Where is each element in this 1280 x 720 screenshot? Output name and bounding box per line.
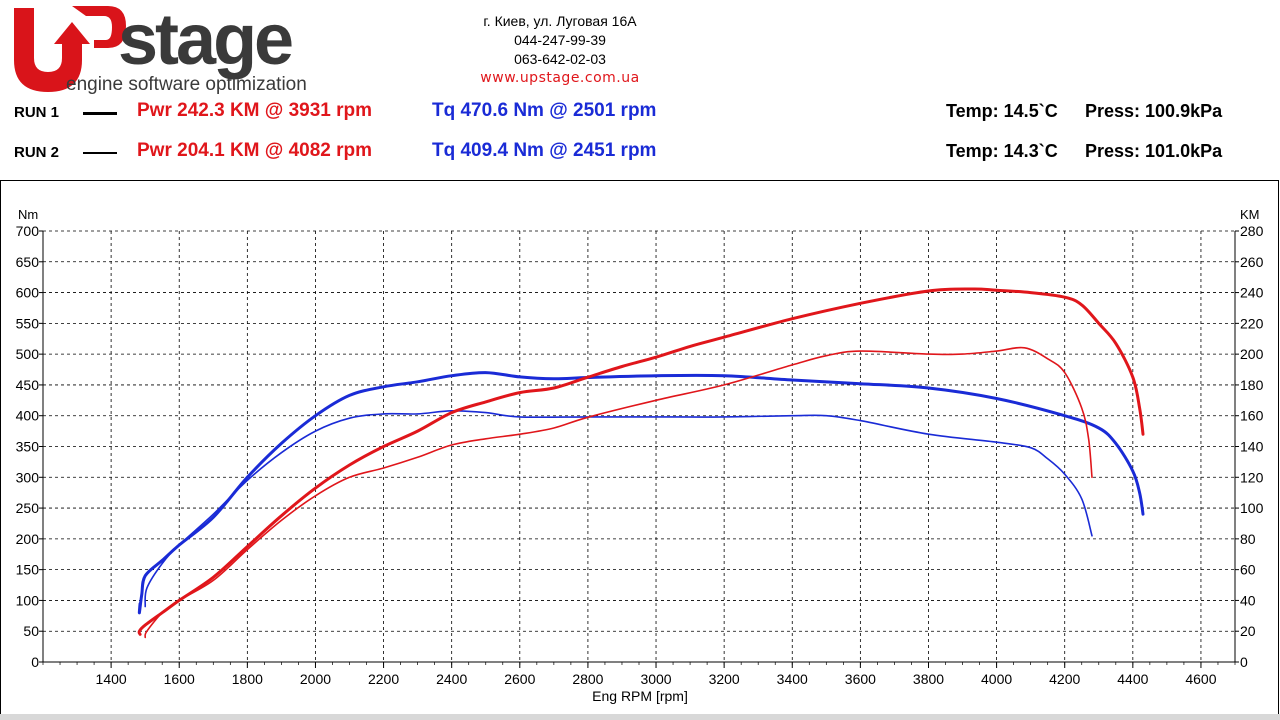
y-tick-label: 0 (31, 654, 39, 670)
x-tick-label: 4000 (981, 671, 1012, 687)
run-1-power: Pwr 242.3 KM @ 3931 rpm (137, 100, 373, 121)
power-run-2-line (144, 346, 1093, 639)
y-tick-label: 100 (16, 592, 40, 608)
y2-tick-label: 100 (1240, 500, 1264, 516)
contact-block: г. Киев, ул. Луговая 16А 044-247-99-39 0… (430, 12, 690, 88)
x-tick-label: 3400 (777, 671, 808, 687)
logo-tagline: engine software optimization (66, 74, 307, 95)
y2-tick-label: 60 (1240, 562, 1256, 578)
x-tick-label: 3200 (709, 671, 740, 687)
y-axis-label: Nm (18, 207, 38, 222)
logo-wordmark: stage (118, 0, 292, 80)
y2-tick-label: 140 (1240, 439, 1264, 455)
y2-tick-label: 0 (1240, 654, 1248, 670)
power-run-1-line (137, 287, 1145, 636)
run-1-line-swatch (83, 112, 117, 115)
x-tick-label: 2000 (300, 671, 331, 687)
y-tick-label: 550 (16, 315, 40, 331)
y-tick-label: 450 (16, 377, 40, 393)
y-tick-label: 300 (16, 469, 40, 485)
x-tick-label: 2400 (436, 671, 467, 687)
x-tick-label: 2600 (504, 671, 535, 687)
y-tick-label: 50 (23, 623, 39, 639)
y-tick-label: 400 (16, 408, 40, 424)
x-tick-label: 1400 (96, 671, 127, 687)
run-1-torque: Tq 470.6 Nm @ 2501 rpm (432, 100, 657, 121)
x-tick-label: 3800 (913, 671, 944, 687)
chart-axes: 0501001502002503003504004505005506006507… (16, 223, 1264, 687)
y-tick-label: 200 (16, 531, 40, 547)
y2-tick-label: 220 (1240, 315, 1264, 331)
y-tick-label: 700 (16, 223, 40, 239)
y2-axis-label: KM (1240, 207, 1260, 222)
run-2-temp: Temp: 14.3`C (946, 141, 1058, 161)
run-1-press: Press: 100.9kPa (1085, 101, 1223, 121)
run-2-press: Press: 101.0kPa (1085, 141, 1223, 161)
y2-tick-label: 160 (1240, 408, 1264, 424)
address: г. Киев, ул. Луговая 16А (483, 13, 637, 29)
y2-tick-label: 200 (1240, 346, 1264, 362)
y2-tick-label: 260 (1240, 254, 1264, 270)
x-tick-label: 4200 (1049, 671, 1080, 687)
upstage-logo: stage engine software optimization (0, 0, 410, 100)
y2-tick-label: 280 (1240, 223, 1264, 239)
x-tick-label: 1800 (232, 671, 263, 687)
run-2-line-swatch (83, 152, 117, 154)
website-link[interactable]: www.upstage.com.ua (480, 70, 640, 86)
logo-graphic: stage engine software optimization (14, 0, 307, 95)
x-tick-label: 2200 (368, 671, 399, 687)
y-tick-label: 350 (16, 439, 40, 455)
x-tick-label: 4600 (1185, 671, 1216, 687)
x-axis-label: Eng RPM [rpm] (592, 688, 688, 704)
x-tick-label: 2800 (572, 671, 603, 687)
phone-2: 063-642-02-03 (514, 51, 606, 67)
x-tick-label: 3600 (845, 671, 876, 687)
y-tick-label: 150 (16, 562, 40, 578)
y2-tick-label: 20 (1240, 623, 1256, 639)
torque-run-1-line (137, 371, 1145, 615)
x-tick-label: 1600 (164, 671, 195, 687)
x-tick-label: 3000 (640, 671, 671, 687)
chart-grid (43, 230, 1235, 662)
x-tick-label: 4400 (1117, 671, 1148, 687)
y2-tick-label: 40 (1240, 592, 1256, 608)
run-2-label: RUN 2 (14, 144, 60, 161)
run-2-summary: RUN 2 Pwr 204.1 KM @ 4082 rpm Tq 409.4 N… (0, 140, 1280, 170)
y2-tick-label: 240 (1240, 285, 1264, 301)
phone-1: 044-247-99-39 (514, 32, 606, 48)
y-tick-label: 250 (16, 500, 40, 516)
y2-tick-label: 180 (1240, 377, 1264, 393)
y-tick-label: 650 (16, 254, 40, 270)
run-2-power: Pwr 204.1 KM @ 4082 rpm (137, 140, 373, 161)
bottom-rule (0, 714, 1280, 720)
y-tick-label: 600 (16, 285, 40, 301)
chart-lines (137, 287, 1145, 639)
run-1-label: RUN 1 (14, 104, 60, 121)
run-1-summary: RUN 1 Pwr 242.3 KM @ 3931 rpm Tq 470.6 N… (0, 100, 1280, 130)
y2-tick-label: 80 (1240, 531, 1256, 547)
y-tick-label: 500 (16, 346, 40, 362)
run-1-temp: Temp: 14.5`C (946, 101, 1058, 121)
torque-run-2-line (144, 409, 1093, 608)
run-2-torque: Tq 409.4 Nm @ 2451 rpm (432, 140, 657, 161)
y2-tick-label: 120 (1240, 469, 1264, 485)
